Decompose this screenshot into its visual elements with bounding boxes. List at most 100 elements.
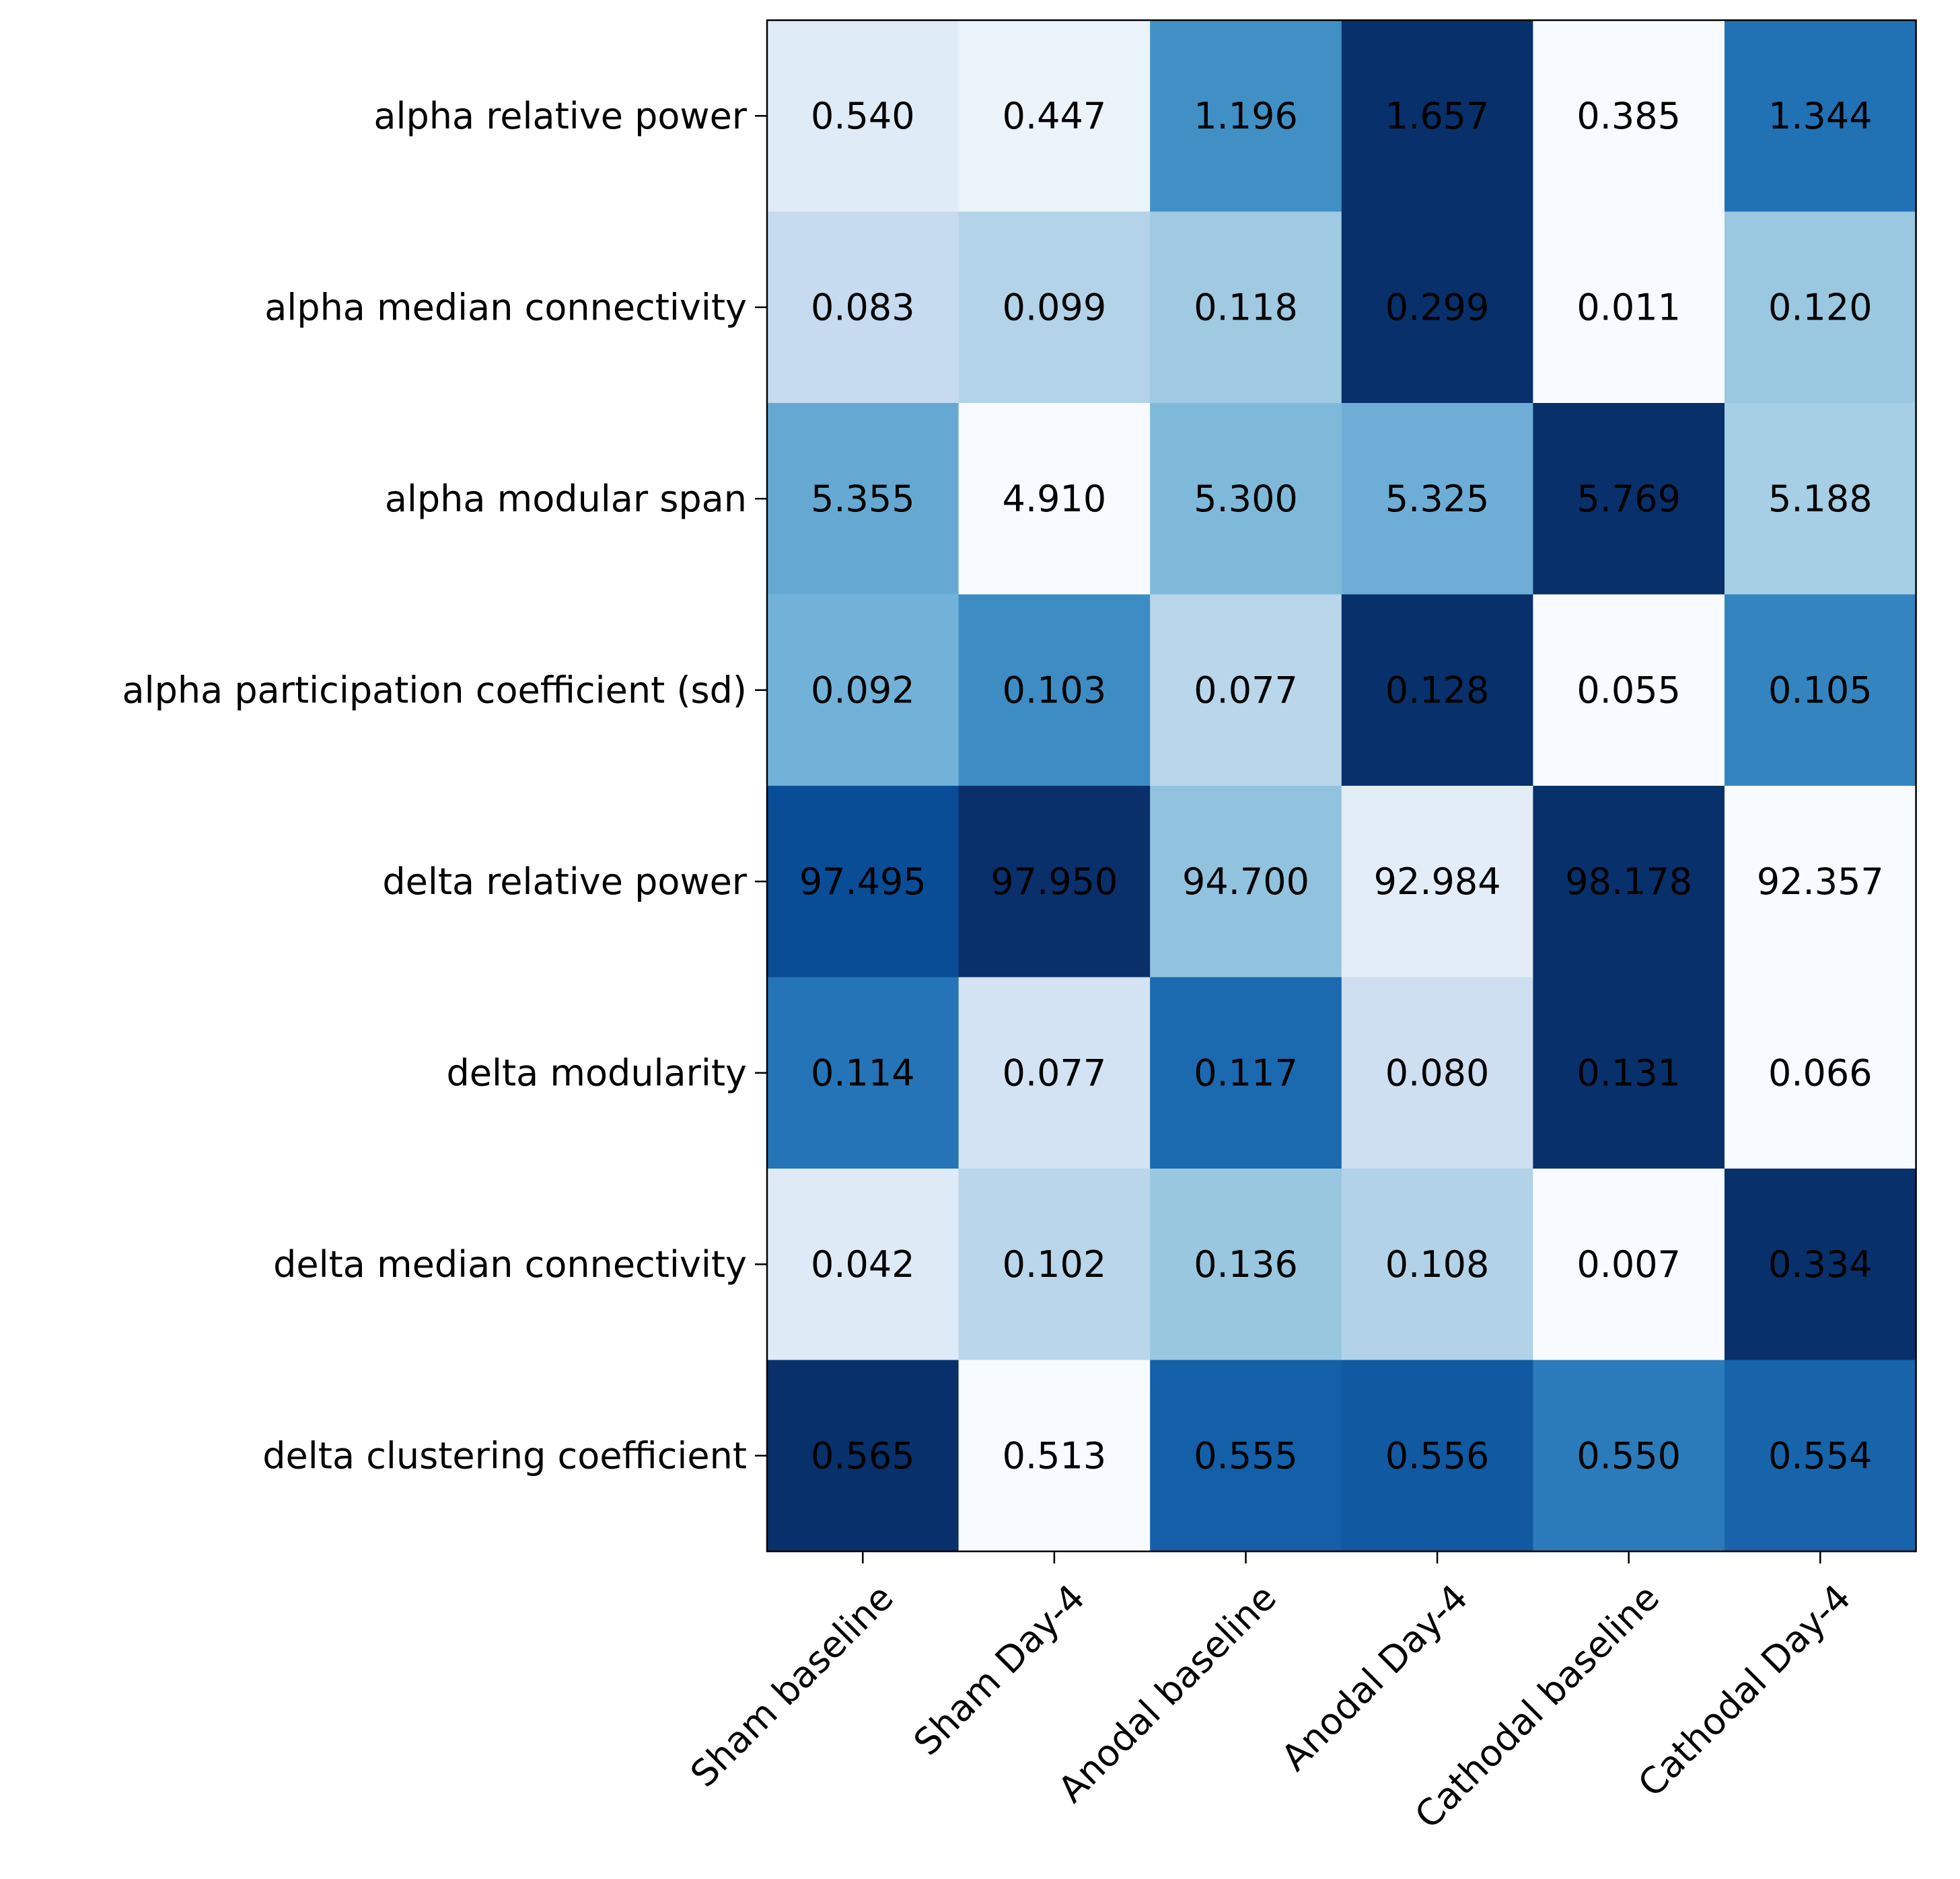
heatmap-cell-alpha-modular-span-anodal-day-4 [1341, 403, 1533, 595]
cell-value-label: 97.495 [799, 860, 927, 903]
cell-value-label: 0.299 [1385, 286, 1490, 328]
heatmap-cell-delta-median-connectivity-anodal-day-4 [1341, 1169, 1533, 1361]
heatmap-cell-alpha-modular-span-sham-day-4 [958, 403, 1151, 595]
heatmap-cell-alpha-median-connectivity-cathodal-day-4 [1725, 211, 1917, 404]
cell-value-label: 0.066 [1768, 1052, 1873, 1094]
plot-frame [766, 19, 1917, 1553]
y-axis-ticks: alpha relative power alpha median connect… [122, 95, 767, 1477]
cell-value-label: 5.188 [1768, 478, 1873, 520]
x-tick-label-anodal-day-4: Anodal Day-4 [1273, 1576, 1476, 1779]
cell-value-label: 0.447 [1003, 95, 1107, 137]
heatmap-cell-alpha-participation-coefficient-sd-anodal-day-4 [1341, 594, 1533, 786]
cell-value-label: 0.131 [1576, 1052, 1681, 1094]
cell-value-label: 0.117 [1194, 1052, 1298, 1094]
heatmap-cells [767, 20, 1917, 1552]
heatmap-cell-delta-modularity-anodal-day-4 [1341, 977, 1533, 1169]
cell-value-label: 92.984 [1374, 860, 1501, 903]
cell-value-label: 0.092 [811, 669, 915, 711]
heatmap-cell-alpha-relative-power-cathodal-day-4 [1725, 20, 1917, 213]
heatmap-cell-delta-clustering-coefficient-sham-day-4 [958, 1360, 1151, 1552]
heatmap-cell-delta-clustering-coefficient-anodal-day-4 [1341, 1360, 1533, 1552]
heatmap-cell-delta-relative-power-cathodal-baseline [1533, 786, 1725, 978]
cell-value-label: 0.042 [811, 1243, 915, 1286]
heatmap-cell-alpha-relative-power-anodal-baseline [1150, 20, 1342, 213]
heatmap-cell-delta-median-connectivity-cathodal-baseline [1533, 1169, 1725, 1361]
heatmap-cell-delta-modularity-cathodal-day-4 [1725, 977, 1917, 1169]
cell-value-label: 5.300 [1194, 478, 1298, 520]
heatmap-cell-delta-median-connectivity-sham-baseline [767, 1169, 959, 1361]
cell-value-label: 0.555 [1194, 1434, 1298, 1477]
cell-value-label: 0.102 [1003, 1243, 1107, 1286]
heatmap-cell-delta-relative-power-sham-baseline [767, 786, 959, 978]
cell-value-label: 4.910 [1003, 478, 1107, 520]
y-tick-label-delta-median-connectivity: delta median connectivity [273, 1243, 747, 1286]
cell-value-label: 0.128 [1385, 669, 1490, 711]
cell-value-label: 0.011 [1576, 286, 1681, 328]
heatmap-cell-alpha-relative-power-sham-baseline [767, 20, 959, 213]
heatmap-cell-delta-clustering-coefficient-anodal-baseline [1150, 1360, 1342, 1552]
cell-value-label: 0.118 [1194, 286, 1298, 328]
heatmap-cell-alpha-relative-power-cathodal-baseline [1533, 20, 1725, 213]
cell-value-label: 0.513 [1003, 1434, 1107, 1477]
heatmap-cell-alpha-participation-coefficient-sd-sham-baseline [767, 594, 959, 786]
heatmap-cell-delta-median-connectivity-anodal-baseline [1150, 1169, 1342, 1361]
cell-value-label: 1.196 [1194, 95, 1298, 137]
heatmap-cell-delta-modularity-sham-day-4 [958, 977, 1151, 1169]
cell-value-label: 0.565 [811, 1434, 915, 1477]
cell-value-label: 0.103 [1003, 669, 1107, 711]
heatmap-cell-alpha-modular-span-anodal-baseline [1150, 403, 1342, 595]
cell-value-label: 97.950 [990, 860, 1118, 903]
cell-value-label: 0.077 [1194, 669, 1298, 711]
cell-value-label: 5.325 [1385, 478, 1490, 520]
heatmap-cell-delta-relative-power-sham-day-4 [958, 786, 1151, 978]
heatmap-cell-delta-modularity-anodal-baseline [1150, 977, 1342, 1169]
cell-value-label: 0.556 [1385, 1434, 1490, 1477]
cell-value-label: 0.550 [1576, 1434, 1681, 1477]
x-tick-label-cathodal-day-4: Cathodal Day-4 [1630, 1576, 1858, 1805]
cell-value-label: 0.108 [1385, 1243, 1490, 1286]
y-tick-label-delta-modularity: delta modularity [446, 1052, 747, 1094]
heatmap-cell-delta-relative-power-anodal-baseline [1150, 786, 1342, 978]
cell-value-label: 92.357 [1757, 860, 1884, 903]
cell-value-label: 0.083 [811, 286, 915, 328]
y-tick-label-delta-relative-power: delta relative power [382, 860, 747, 903]
y-tick-label-alpha-participation-coefficient-sd: alpha participation coefficient (sd) [122, 669, 747, 711]
heatmap-cell-delta-clustering-coefficient-cathodal-day-4 [1725, 1360, 1917, 1552]
cell-value-label: 94.700 [1182, 860, 1309, 903]
cell-value-label: 5.355 [811, 478, 915, 520]
cell-value-label: 0.385 [1576, 95, 1681, 137]
heatmap-cell-alpha-modular-span-sham-baseline [767, 403, 959, 595]
cell-value-label: 5.769 [1576, 478, 1681, 520]
y-tick-label-delta-clustering-coefficient: delta clustering coefficient [262, 1434, 747, 1477]
x-tick-label-sham-day-4: Sham Day-4 [906, 1576, 1093, 1764]
heatmap-cell-alpha-participation-coefficient-sd-sham-day-4 [958, 594, 1151, 786]
heatmap-cell-delta-clustering-coefficient-sham-baseline [767, 1360, 959, 1552]
heatmap-cell-alpha-participation-coefficient-sd-cathodal-day-4 [1725, 594, 1917, 786]
cell-value-label: 0.136 [1194, 1243, 1298, 1286]
cell-value-label: 0.114 [811, 1052, 915, 1094]
y-tick-label-alpha-median-connectivity: alpha median connectivity [264, 286, 747, 328]
cell-value-label: 98.178 [1565, 860, 1692, 903]
cell-value-label: 0.055 [1576, 669, 1681, 711]
heatmap-cell-alpha-relative-power-anodal-day-4 [1341, 20, 1533, 213]
cell-value-label: 1.344 [1768, 95, 1873, 137]
cell-value-label: 0.105 [1768, 669, 1873, 711]
heatmap-cell-alpha-relative-power-sham-day-4 [958, 20, 1151, 213]
y-tick-label-alpha-relative-power: alpha relative power [373, 95, 747, 137]
cell-value-label: 0.120 [1768, 286, 1873, 328]
heatmap-cell-delta-median-connectivity-sham-day-4 [958, 1169, 1151, 1361]
heatmap-cell-alpha-participation-coefficient-sd-cathodal-baseline [1533, 594, 1725, 786]
y-tick-label-alpha-modular-span: alpha modular span [385, 478, 747, 520]
heatmap-cell-delta-relative-power-cathodal-day-4 [1725, 786, 1917, 978]
heatmap-cell-alpha-median-connectivity-anodal-baseline [1150, 211, 1342, 404]
heatmap-cell-alpha-participation-coefficient-sd-anodal-baseline [1150, 594, 1342, 786]
cell-value-label: 1.657 [1385, 95, 1490, 137]
heatmap-cell-alpha-median-connectivity-sham-day-4 [958, 211, 1151, 404]
heatmap-cell-delta-clustering-coefficient-cathodal-baseline [1533, 1360, 1725, 1552]
heatmap-cell-alpha-median-connectivity-anodal-day-4 [1341, 211, 1533, 404]
heatmap-cell-delta-modularity-sham-baseline [767, 977, 959, 1169]
heatmap-cell-delta-median-connectivity-cathodal-day-4 [1725, 1169, 1917, 1361]
